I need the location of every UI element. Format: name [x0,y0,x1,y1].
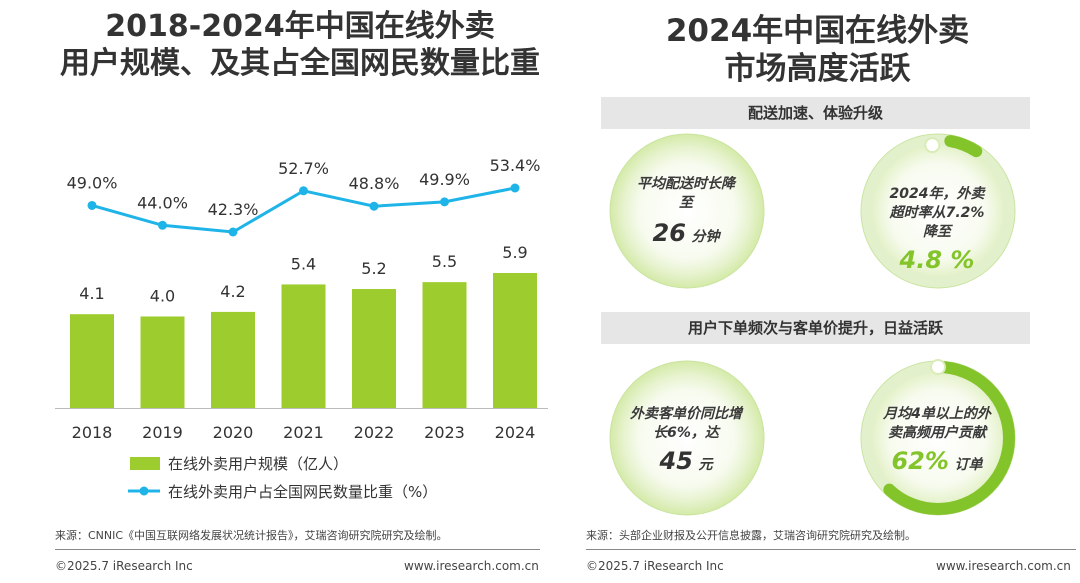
x-tick-label: 2022 [354,423,395,442]
footer-url-right: www.iresearch.com.cn [936,559,1071,573]
bar-2020 [211,311,255,408]
metric-ring-progress [861,134,1015,289]
legend-bar-label: 在线外卖用户规模（亿人） [168,455,348,473]
metric-text-line: 月均4单以上的外 [883,406,991,422]
line-value-label: 52.7% [278,159,329,178]
bar-series-layer [70,273,537,408]
line-series-layer [87,183,520,237]
x-tick-label: 2018 [72,423,113,442]
metric-text-line: 至 [679,195,693,211]
line-point-2019 [158,220,167,230]
metric-circle-2 [609,360,765,516]
line-point-2020 [228,227,238,237]
right-panel-title: 2024年中国在线外卖 市场高度活跃 [595,12,1040,88]
bar-value-label: 4.1 [79,284,104,303]
line-point-2018 [87,200,97,210]
metric-text-line: 长6%，达 [653,425,719,441]
metric-ring-knob [924,137,941,154]
legend: 在线外卖用户规模（亿人） 在线外卖用户占全国网民数量比重（%） [128,455,437,501]
footer-copyright-right: ©2025.7 iResearch Inc [586,559,724,573]
footer-divider-right [586,549,1076,550]
metric-text-line: 2024年，外卖 [889,186,985,202]
line-value-label: 44.0% [137,193,188,212]
metric-delivery-time: 平均配送时长降 至 26 分钟 [611,175,761,247]
metric-overtime-rate: 2024年，外卖 超时率从7.2% 降至 4.8 % [862,185,1012,274]
source-note-left: 来源：CNNIC《中国互联网络发展状况统计报告》，艾瑞咨询研究院研究及绘制。 [55,529,448,542]
x-axis-layer: 2018 2019 2020 2021 2022 2023 2024 [55,408,548,442]
metric-value: 4.8 % [899,246,975,274]
bar-value-label: 5.4 [291,254,316,273]
line-point-2022 [369,201,379,211]
footer-copyright-left: ©2025.7 iResearch Inc [55,559,193,573]
bar-value-label: 5.2 [361,259,386,278]
metric-circle-1 [860,133,1016,289]
x-tick-label: 2021 [283,423,324,442]
section-banner-activity: 用户下单频次与客单价提升，日益活跃 [601,312,1030,344]
metric-text-line: 超时率从7.2% [889,205,985,221]
bar-2019 [140,316,185,408]
metric-high-frequency-users: 月均4单以上的外 卖高频用户贡献 62% 订单 [862,405,1012,475]
source-note-right: 来源：头部企业财报及公开信息披露，艾瑞咨询研究院研究及绘制。 [586,529,916,542]
x-tick-label: 2023 [424,423,465,442]
line-value-label: 49.0% [67,173,118,192]
line-point-2023 [440,197,449,207]
metric-unit: 分钟 [691,229,720,245]
line-value-label: 49.9% [419,170,470,189]
left-chart-title: 2018-2024年中国在线外卖 用户规模、及其占全国网民数量比重 [40,8,560,82]
line-value-label: 42.3% [208,200,259,219]
bar-value-label: 4.2 [220,282,245,301]
x-tick-label: 2020 [213,423,254,442]
bar-2024 [493,273,537,408]
left-title-line-1: 2018-2024年中国在线外卖 [105,9,495,44]
metric-unit: 订单 [954,457,983,473]
data-labels-layer: 4.1 4.0 4.2 5.4 5.2 5.5 5.9 49.0% 44.0% 42.3% 52.7… [67,156,541,305]
line-point-2021 [299,186,308,196]
metric-text-line: 外卖客单价同比增 [630,406,742,422]
metric-unit: 元 [698,457,713,473]
bar-value-label: 5.5 [432,252,457,271]
section-banner-delivery: 配送加速、体验升级 [601,97,1030,129]
footer-url-left: www.iresearch.com.cn [404,559,539,573]
x-tick-label: 2019 [142,423,183,442]
line-value-label: 53.4% [490,156,541,175]
footer-divider-left [55,549,540,550]
bar-value-label: 4.0 [150,286,175,305]
metric-text-line: 降至 [923,224,951,240]
metric-value: 62% [891,447,949,475]
x-tick-label: 2024 [495,423,536,442]
metric-circle-0 [609,133,765,289]
metric-order-value: 外卖客单价同比增 长6%，达 45 元 [611,405,761,475]
legend-bar-swatch [130,457,160,470]
right-title-line-2: 市场高度活跃 [724,51,911,87]
line-value-label: 48.8% [349,174,400,193]
metric-value: 26 [652,219,686,247]
legend-line-marker [139,486,149,496]
bar-2018 [70,314,114,408]
line-point-2024 [510,183,520,193]
legend-line-label: 在线外卖用户占全国网民数量比重（%） [168,483,437,501]
bar-2021 [281,284,326,408]
bar-2023 [422,282,467,408]
metric-value: 45 [659,447,693,475]
bar-value-label: 5.9 [502,243,527,262]
bar-2022 [352,289,396,408]
metric-ring-knob [930,359,946,375]
left-title-line-2: 用户规模、及其占全国网民数量比重 [60,46,540,81]
metric-text-line: 卖高频用户贡献 [888,425,986,441]
right-title-line-1: 2024年中国在线外卖 [665,13,970,49]
metric-text-line: 平均配送时长降 [637,176,735,192]
metric-circles-layer [609,133,1016,516]
